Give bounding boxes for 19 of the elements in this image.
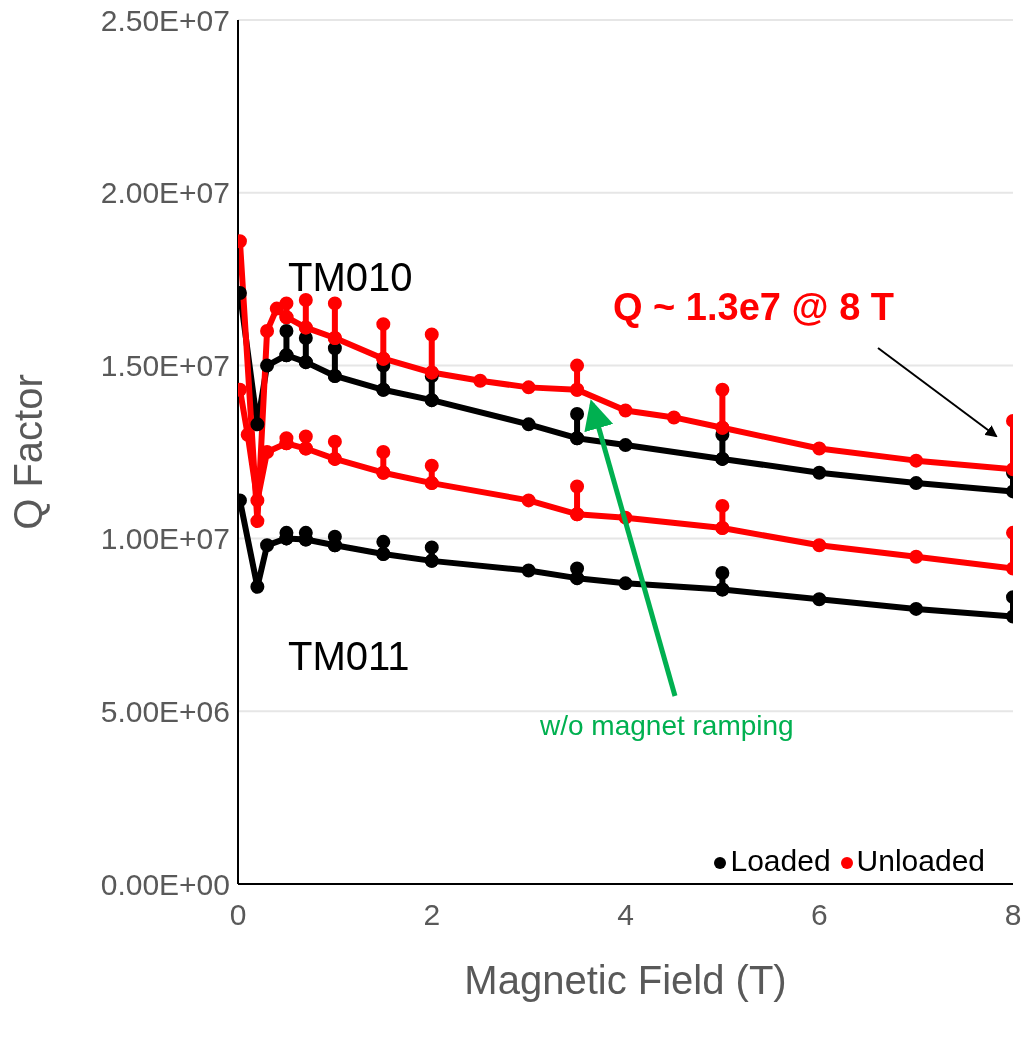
x-tick-label: 6: [810, 898, 828, 932]
annotation: Q ~ 1.3e7 @ 8 T: [613, 286, 895, 328]
annotation: TM010: [288, 255, 413, 299]
y-axis-title: Q Factor: [6, 374, 51, 530]
x-tick-label: 4: [617, 898, 634, 932]
x-tick-label: 8: [1004, 898, 1022, 932]
legend-label: Unloaded: [856, 844, 985, 877]
y-tick-label: 5.00E+06: [100, 694, 230, 728]
x-tick-label: 2: [423, 898, 441, 932]
y-tick-label: 1.00E+07: [100, 522, 230, 556]
annotation: TM011: [288, 634, 410, 678]
x-axis-title: Magnetic Field (T): [464, 958, 787, 1002]
y-tick-label: 1.50E+07: [100, 349, 230, 383]
x-tick-label: 0: [229, 898, 247, 932]
y-tick-label: 0.00E+00: [100, 867, 230, 901]
y-tick-label: 2.00E+07: [100, 176, 230, 210]
legend-label: Loaded: [730, 844, 831, 877]
y-tick-label: 2.50E+07: [100, 3, 230, 37]
annotation: w/o magnet ramping: [539, 710, 794, 741]
